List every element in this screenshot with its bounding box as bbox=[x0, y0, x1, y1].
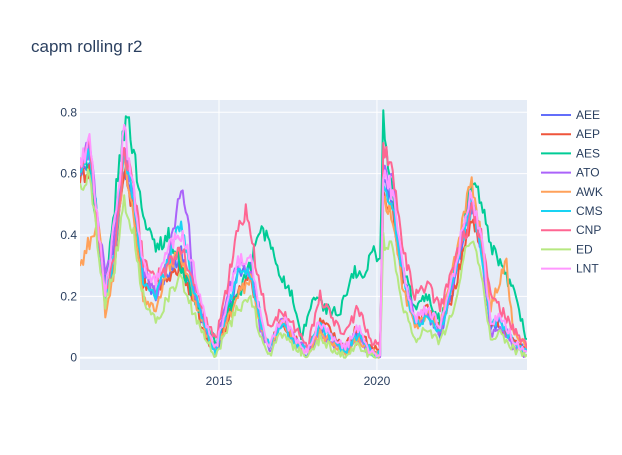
legend-item-awk[interactable]: AWK bbox=[541, 185, 603, 199]
legend-label: CMS bbox=[576, 204, 603, 218]
legend-item-cnp[interactable]: CNP bbox=[541, 223, 601, 237]
y-tick-label: 0.2 bbox=[60, 289, 77, 303]
legend-label: AWK bbox=[576, 185, 603, 199]
y-tick-label: 0.8 bbox=[60, 105, 77, 119]
x-tick-label: 2020 bbox=[364, 374, 391, 388]
x-axis-tick-labels: 2015 2020 bbox=[206, 374, 391, 388]
series-lines bbox=[80, 109, 527, 359]
legend-label: ED bbox=[576, 242, 593, 256]
legend-label: AEP bbox=[576, 127, 600, 141]
legend-item-ato[interactable]: ATO bbox=[541, 166, 600, 180]
series-line-cms bbox=[80, 148, 527, 359]
series-line-lnt bbox=[80, 123, 527, 358]
legend[interactable]: AEE AEP AES ATO AWK CMS CNP ED LNT bbox=[541, 108, 603, 276]
y-tick-label: 0.4 bbox=[60, 228, 77, 242]
legend-item-ed[interactable]: ED bbox=[541, 242, 593, 256]
legend-item-aee[interactable]: AEE bbox=[541, 108, 600, 122]
chart-title: capm rolling r2 bbox=[31, 37, 143, 56]
y-tick-label: 0 bbox=[70, 351, 77, 365]
legend-label: AES bbox=[576, 146, 600, 160]
legend-label: LNT bbox=[576, 262, 599, 276]
y-axis-tick-labels: 0 0.2 0.4 0.6 0.8 bbox=[60, 105, 77, 364]
legend-item-aep[interactable]: AEP bbox=[541, 127, 600, 141]
legend-label: AEE bbox=[576, 108, 600, 122]
legend-item-lnt[interactable]: LNT bbox=[541, 262, 599, 276]
legend-label: ATO bbox=[576, 166, 600, 180]
legend-label: CNP bbox=[576, 223, 601, 237]
legend-item-aes[interactable]: AES bbox=[541, 146, 600, 160]
x-tick-label: 2015 bbox=[206, 374, 233, 388]
y-tick-label: 0.6 bbox=[60, 167, 77, 181]
legend-item-cms[interactable]: CMS bbox=[541, 204, 603, 218]
